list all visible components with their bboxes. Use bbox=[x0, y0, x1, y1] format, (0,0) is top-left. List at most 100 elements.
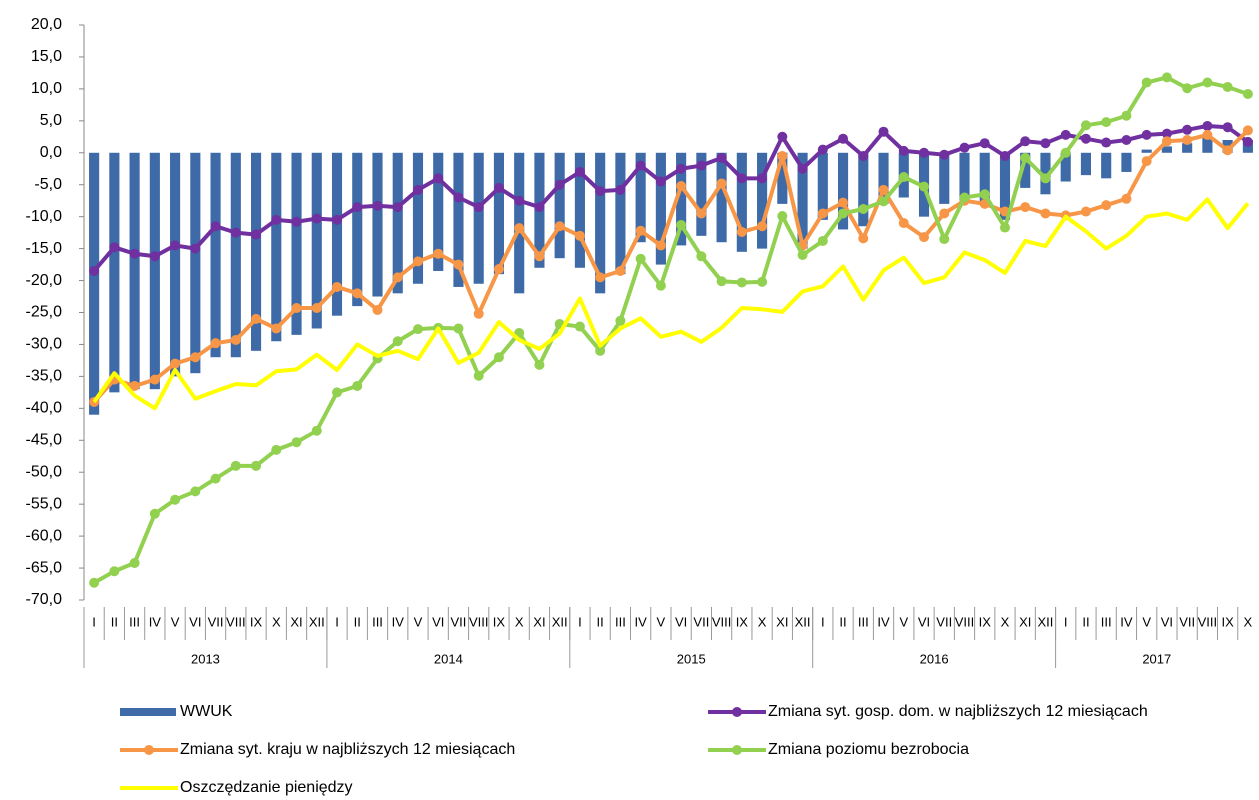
point bbox=[817, 208, 828, 219]
point bbox=[230, 227, 241, 238]
point bbox=[433, 173, 444, 184]
point bbox=[109, 242, 120, 253]
bar bbox=[1101, 152, 1112, 179]
y-tick-label: -30,0 bbox=[26, 336, 63, 353]
x-tick-label: II bbox=[597, 614, 604, 629]
point bbox=[271, 323, 282, 334]
x-tick-label: III bbox=[129, 614, 140, 629]
bar bbox=[1161, 146, 1172, 153]
x-tick-label: III bbox=[372, 614, 383, 629]
bar bbox=[493, 152, 505, 275]
x-tick-label: XII bbox=[1038, 614, 1054, 629]
bar bbox=[615, 152, 626, 275]
point bbox=[534, 359, 545, 370]
x-tick-label: VI bbox=[189, 614, 201, 629]
legend-label: Oszczędzanie pieniędzy bbox=[180, 779, 353, 796]
x-tick-label: X bbox=[1001, 614, 1010, 629]
x-tick-label: VII bbox=[936, 614, 952, 629]
point bbox=[1080, 133, 1091, 144]
point bbox=[149, 374, 160, 385]
point bbox=[109, 566, 120, 577]
point bbox=[473, 370, 484, 381]
point bbox=[493, 352, 504, 363]
legend-marker bbox=[732, 707, 742, 717]
point bbox=[1202, 77, 1213, 88]
point bbox=[858, 233, 869, 244]
series-line bbox=[92, 123, 1250, 273]
point bbox=[838, 208, 849, 219]
point bbox=[251, 229, 262, 240]
point bbox=[777, 131, 788, 142]
x-tick-label: VII bbox=[208, 614, 224, 629]
series-line bbox=[92, 197, 1250, 411]
point bbox=[1161, 128, 1172, 139]
point bbox=[655, 240, 666, 251]
point bbox=[716, 152, 727, 163]
point bbox=[129, 248, 140, 259]
point bbox=[595, 186, 606, 197]
point bbox=[676, 181, 687, 191]
point bbox=[635, 160, 646, 171]
bar bbox=[696, 152, 707, 236]
point bbox=[149, 251, 160, 262]
y-tick-label: 0,0 bbox=[40, 144, 62, 161]
bar bbox=[230, 152, 241, 358]
point bbox=[898, 172, 909, 183]
bar bbox=[757, 152, 768, 249]
point bbox=[777, 211, 788, 222]
x-tick-label: I bbox=[821, 614, 825, 629]
x-tick-label: VII bbox=[451, 614, 467, 629]
point bbox=[838, 197, 849, 208]
point bbox=[696, 160, 707, 171]
point bbox=[554, 179, 565, 190]
x-tick-label: IX bbox=[736, 614, 749, 629]
y-tick-label: -15,0 bbox=[26, 240, 63, 257]
x-tick-label: VI bbox=[432, 614, 444, 629]
point bbox=[959, 142, 970, 153]
point bbox=[858, 150, 869, 161]
y-tick-label: -55,0 bbox=[26, 495, 63, 512]
point bbox=[939, 149, 950, 160]
point bbox=[1242, 125, 1253, 136]
point bbox=[736, 227, 747, 237]
point bbox=[473, 308, 484, 319]
point bbox=[696, 208, 707, 219]
series-line bbox=[92, 128, 1250, 404]
bar bbox=[412, 152, 424, 284]
series-line bbox=[93, 75, 1249, 585]
bar bbox=[1080, 152, 1092, 176]
point bbox=[1202, 120, 1213, 131]
point bbox=[534, 251, 545, 262]
x-tick-label: IV bbox=[149, 614, 162, 629]
bar bbox=[89, 152, 100, 415]
bar bbox=[210, 152, 221, 358]
point bbox=[1242, 89, 1253, 99]
year-label: 2013 bbox=[191, 651, 220, 666]
year-label: 2016 bbox=[920, 651, 949, 666]
point bbox=[453, 323, 464, 334]
point bbox=[230, 460, 241, 471]
point bbox=[1222, 81, 1233, 92]
legend-swatch bbox=[120, 708, 176, 716]
y-tick-label: -60,0 bbox=[26, 527, 63, 544]
point bbox=[817, 144, 828, 155]
x-tick-label: II bbox=[839, 614, 846, 629]
x-tick-label: VIII bbox=[226, 614, 246, 629]
x-tick-label: IX bbox=[493, 614, 506, 629]
point bbox=[1161, 72, 1172, 83]
x-tick-label: V bbox=[1142, 614, 1151, 629]
x-tick-label: VIII bbox=[1198, 614, 1218, 629]
bar bbox=[149, 152, 160, 390]
x-tick-label: IV bbox=[634, 614, 647, 629]
point bbox=[1141, 77, 1152, 88]
y-tick-label: -35,0 bbox=[26, 368, 63, 385]
bar bbox=[109, 152, 120, 393]
x-tick-label: VI bbox=[1161, 614, 1173, 629]
x-tick-label: I bbox=[335, 614, 339, 629]
y-tick-label: -50,0 bbox=[26, 463, 63, 480]
bar bbox=[1060, 152, 1071, 182]
x-tick-label: XI bbox=[290, 614, 302, 629]
x-tick-label: X bbox=[1244, 614, 1253, 629]
point bbox=[1202, 129, 1213, 140]
point bbox=[514, 223, 525, 234]
